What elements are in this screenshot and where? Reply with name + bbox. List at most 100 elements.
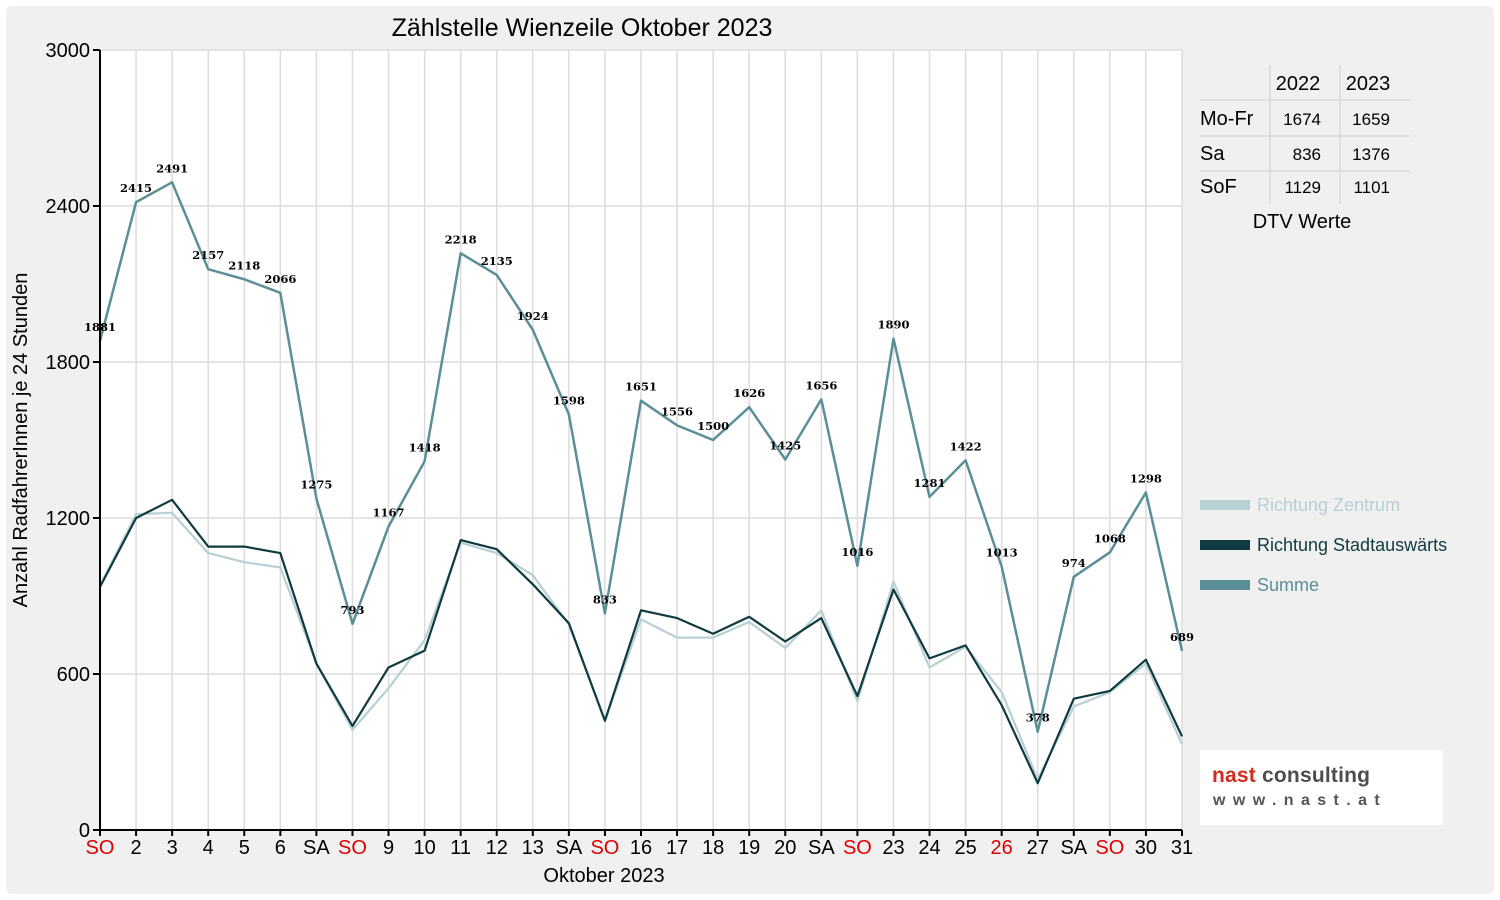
data-label: 378 — [1026, 711, 1050, 725]
data-label: 1598 — [553, 394, 585, 408]
x-tick-label: 17 — [666, 837, 688, 859]
logo-part-nast: nast — [1212, 764, 1256, 787]
dtv-header-2022: 2022 — [1276, 73, 1321, 95]
x-tick-label: SO — [843, 837, 872, 859]
nast-consulting-logo: nast consulting www.nast.at — [1200, 750, 1443, 825]
y-tick-label: 1200 — [46, 508, 91, 530]
x-tick-label: 11 — [450, 837, 471, 859]
data-label: 2218 — [445, 232, 477, 246]
gridlines — [100, 49, 1183, 830]
data-label: 2415 — [120, 181, 152, 195]
x-tick-label: SA — [808, 837, 835, 859]
dtv-header-2023: 2023 — [1346, 73, 1391, 95]
x-tick-label: 5 — [239, 837, 250, 859]
legend: Richtung Zentrum Richtung Stadtauswärts Su… — [1200, 495, 1447, 595]
logo-url: www.nast.at — [1213, 792, 1388, 809]
data-label: 689 — [1170, 630, 1194, 644]
data-label: 1500 — [697, 419, 729, 433]
data-label: 2491 — [156, 161, 188, 175]
logo-wordmark: nast consulting — [1212, 764, 1370, 788]
y-axis-label: Anzahl RadfahrerInnen je 24 Stunden — [10, 273, 32, 608]
x-tick-label: 6 — [275, 837, 286, 859]
y-tick-label: 3000 — [46, 40, 91, 62]
data-label: 1418 — [409, 440, 441, 454]
legend-swatch — [1200, 500, 1250, 510]
data-label: 2157 — [192, 248, 224, 262]
data-label: 1275 — [300, 478, 332, 492]
x-tick-label: SO — [590, 837, 619, 859]
x-tick-label: 4 — [203, 837, 214, 859]
x-tick-label: 26 — [991, 837, 1013, 859]
x-tick-label: 12 — [486, 837, 508, 859]
dtv-cell: 1129 — [1284, 178, 1321, 197]
data-label: 1068 — [1094, 531, 1126, 545]
x-tick-label: SO — [86, 837, 115, 859]
data-label: 1422 — [950, 439, 982, 453]
x-tick-label: 20 — [774, 837, 796, 859]
x-tick-label: 18 — [702, 837, 724, 859]
data-label: 974 — [1062, 556, 1086, 570]
legend-label: Richtung Zentrum — [1257, 495, 1400, 515]
x-tick-label: SA — [556, 837, 583, 859]
legend-label: Richtung Stadtauswärts — [1257, 535, 1447, 555]
y-tick-label: 600 — [57, 664, 90, 686]
data-label: 833 — [593, 592, 617, 606]
data-label: 1167 — [373, 506, 405, 520]
x-tick-label: 10 — [413, 837, 435, 859]
dtv-cell: 1674 — [1283, 110, 1321, 129]
data-label: 1281 — [914, 476, 946, 490]
series-lines — [98, 181, 1184, 785]
data-label: 2135 — [481, 254, 513, 268]
logo-part-consulting: consulting — [1255, 764, 1371, 787]
dtv-row-label: SoF — [1200, 176, 1237, 198]
legend-swatch — [1200, 580, 1250, 590]
dtv-caption: DTV Werte — [1253, 211, 1352, 233]
dtv-row-label: Mo-Fr — [1200, 108, 1254, 130]
data-label: 1651 — [625, 380, 657, 394]
y-tick-label: 2400 — [46, 196, 91, 218]
x-tick-label: SO — [1095, 837, 1124, 859]
dtv-cell: 1659 — [1352, 110, 1390, 129]
data-label: 1890 — [877, 318, 909, 332]
y-tick-labels: 0 600 1200 1800 2400 3000 — [46, 40, 100, 842]
series-line — [99, 498, 1183, 785]
x-tick-label: SA — [303, 837, 330, 859]
x-tick-label: 30 — [1135, 837, 1157, 859]
data-label: 1298 — [1130, 472, 1162, 486]
x-tick-label: 25 — [954, 837, 976, 859]
data-label: 1881 — [84, 320, 116, 334]
y-tick-label: 1800 — [46, 352, 91, 374]
data-labels: 1881 2415 2491 2157 2118 2066 1275 793 1167 1418 2… — [84, 161, 1194, 724]
dtv-cell: 1101 — [1353, 178, 1390, 197]
series-line — [99, 511, 1184, 781]
legend-label: Summe — [1257, 575, 1319, 595]
data-label: 1016 — [841, 545, 873, 559]
data-label: 793 — [340, 603, 364, 617]
y-tick-label: 0 — [79, 820, 90, 842]
x-tick-label: 13 — [522, 837, 544, 859]
x-tick-label: SO — [338, 837, 367, 859]
data-label: 2066 — [264, 272, 296, 286]
dtv-row-label: Sa — [1200, 143, 1225, 165]
data-label: 1656 — [805, 378, 837, 392]
dtv-cell: 1376 — [1352, 145, 1390, 164]
legend-swatch — [1200, 540, 1250, 550]
x-tick-label: 23 — [882, 837, 904, 859]
x-tick-labels: SO 2 3 4 5 6 SA SO 9 10 11 12 13 SA SO 16 17 18 19 20 SA SO 23… — [86, 830, 1193, 859]
data-label: 1556 — [661, 404, 693, 418]
data-label: 1924 — [517, 309, 549, 323]
data-label: 1425 — [769, 439, 801, 453]
dtv-table: 2022 2023 Mo-Fr 1674 1659 Sa 836 1376 So… — [1200, 65, 1410, 233]
x-axis-label: Oktober 2023 — [543, 865, 664, 887]
x-tick-label: 9 — [383, 837, 394, 859]
x-tick-label: SA — [1060, 837, 1087, 859]
data-label: 2118 — [228, 258, 260, 272]
series-line — [98, 181, 1184, 733]
x-tick-label: 27 — [1027, 837, 1049, 859]
x-tick-label: 2 — [131, 837, 142, 859]
chart-title: Zählstelle Wienzeile Oktober 2023 — [392, 14, 773, 42]
data-label: 1626 — [733, 386, 765, 400]
x-tick-label: 3 — [167, 837, 178, 859]
x-tick-label: 16 — [630, 837, 652, 859]
